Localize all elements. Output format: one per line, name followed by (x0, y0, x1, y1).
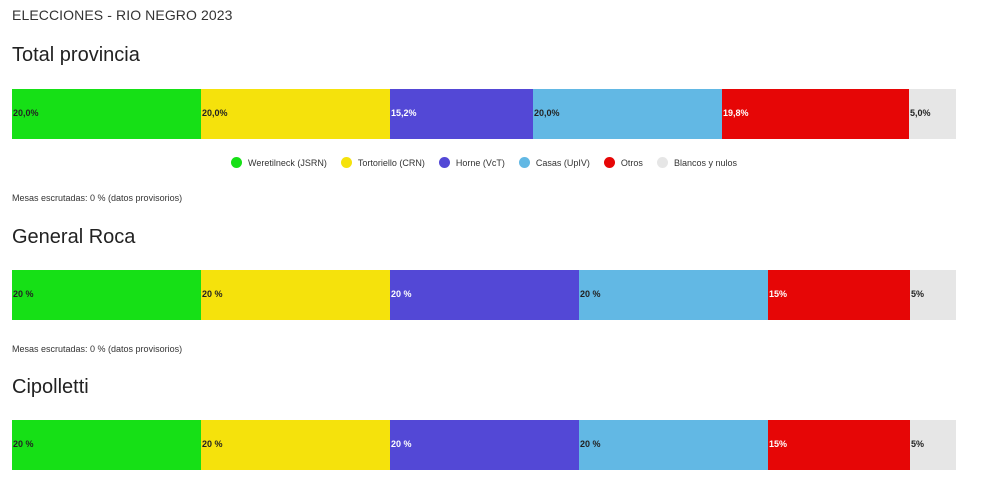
bar-segment (201, 270, 390, 320)
bar-data-label: 20 % (13, 439, 34, 449)
bar-segment (909, 89, 956, 139)
bar-data-label: 20,0% (534, 108, 560, 118)
bar-segment (390, 89, 533, 139)
legend-label: Otros (620, 157, 643, 168)
bar-data-label: 5,0% (910, 108, 931, 118)
section-title: Cipolletti (12, 376, 89, 398)
legend-swatch (518, 157, 530, 168)
section-title: Total provincia (12, 44, 140, 66)
bar-data-label: 20 % (13, 289, 34, 299)
bar-segment (722, 89, 909, 139)
bar-segment (533, 89, 722, 139)
legend-label: Blancos y nulos (673, 157, 737, 168)
legend-swatch (438, 157, 450, 168)
legend-label: Casas (UpIV) (535, 157, 590, 168)
legend-label: Weretilneck (JSRN) (248, 157, 327, 168)
stacked-bar-general-roca: 20 % 20 % 20 % 20 % 15% 5% (12, 270, 956, 320)
bar-segment (910, 420, 956, 470)
legend: Weretilneck (JSRN) Tortoriello (CRN) Horne… (12, 157, 956, 168)
bar-segment (390, 270, 579, 320)
legend-item: Blancos y nulos (656, 157, 737, 168)
bar-segment (12, 420, 201, 470)
mesas-escrutadas: Mesas escrutadas: 0 % (datos provisorios… (12, 193, 183, 203)
legend-label: Horne (VcT) (455, 157, 505, 168)
page-title: ELECCIONES - RIO NEGRO 2023 (12, 7, 233, 23)
bar-data-label: 20 % (391, 439, 412, 449)
bar-data-label: 20 % (202, 439, 223, 449)
bar-data-label: 15% (769, 439, 788, 449)
legend-swatch (656, 157, 668, 168)
legend-item: Tortoriello (CRN) (340, 157, 425, 168)
bar-data-label: 20 % (580, 289, 601, 299)
section-title: General Roca (12, 226, 136, 248)
section-general-roca: General Roca 20 % 20 % 20 % 20 % 15% 5% Mesas… (12, 226, 956, 354)
bar-segment (579, 420, 768, 470)
mesas-escrutadas: Mesas escrutadas: 0 % (datos provisorios… (12, 344, 183, 354)
legend-item: Otros (603, 157, 643, 168)
bar-data-label: 20,0% (13, 108, 39, 118)
bar-data-label: 20 % (580, 439, 601, 449)
legend-item: Horne (VcT) (438, 157, 505, 168)
bar-segment (12, 270, 201, 320)
bar-segment (579, 270, 768, 320)
section-total-provincia: Total provincia 20,0% 20,0% 15,2% 20,0% 19,8… (12, 44, 956, 203)
bar-data-label: 5% (911, 439, 925, 449)
legend-swatch (603, 157, 615, 168)
legend-item: Casas (UpIV) (518, 157, 590, 168)
legend-item: Weretilneck (JSRN) (231, 157, 327, 168)
bar-segment (201, 420, 390, 470)
section-cipolletti: Cipolletti 20 % 20 % 20 % 20 % 15% 5% (12, 376, 956, 470)
bar-data-label: 20 % (391, 289, 412, 299)
bar-segment (12, 89, 201, 139)
bar-segment (390, 420, 579, 470)
bar-segment (201, 89, 390, 139)
bar-segment (768, 420, 910, 470)
legend-swatch (340, 157, 352, 168)
legend-swatch (231, 157, 243, 168)
bar-segment (910, 270, 956, 320)
bar-data-label: 20,0% (202, 108, 228, 118)
stacked-bar-total-provincia: 20,0% 20,0% 15,2% 20,0% 19,8% 5,0% (12, 89, 956, 139)
bar-segment (768, 270, 910, 320)
bar-data-label: 5% (911, 289, 925, 299)
bar-data-label: 20 % (202, 289, 223, 299)
legend-label: Tortoriello (CRN) (357, 157, 425, 168)
bar-data-label: 19,8% (723, 108, 749, 118)
bar-data-label: 15,2% (391, 108, 417, 118)
stacked-bar-cipolletti: 20 % 20 % 20 % 20 % 15% 5% (12, 420, 956, 470)
bar-data-label: 15% (769, 289, 788, 299)
